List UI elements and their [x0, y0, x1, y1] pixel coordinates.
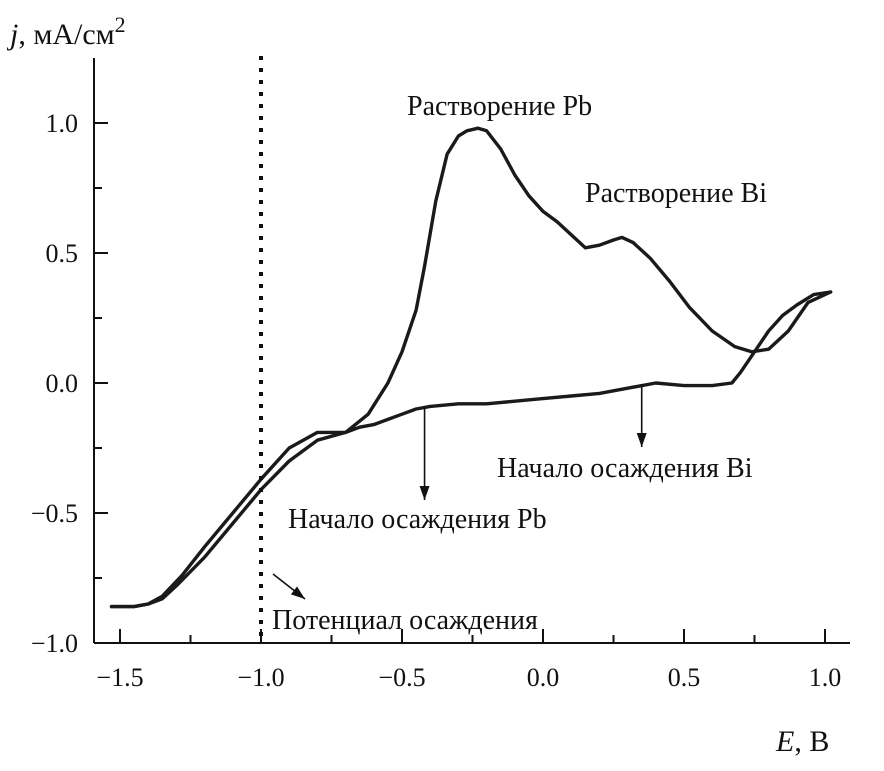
marks [259, 56, 647, 640]
y-tick-label: 0.5 [46, 239, 79, 268]
x-tick-label: 0.5 [668, 663, 701, 692]
y-axis-title-sup: 2 [115, 12, 126, 37]
deposition-potential-arrow-head [290, 586, 305, 599]
x-tick-label: 1.0 [809, 663, 842, 692]
x-axis-title-symbol: E [775, 725, 794, 758]
annotation-pb-deposition-onset: Начало осаждения Pb [288, 504, 547, 535]
y-axis-title: j, мА/см2 [6, 12, 126, 51]
annotation-pb-dissolution: Растворение Pb [407, 91, 592, 122]
y-tick-label: −0.5 [31, 499, 78, 528]
ticks: −1.5 −1.0 −0.5 0.0 0.5 1.0 −1.0 −0.5 0.0 0.5 1.0 [31, 109, 841, 692]
annotation-bi-deposition-onset: Начало осаждения Bi [497, 453, 753, 484]
annotation-deposition-potential: Потенциал осаждения [272, 605, 538, 636]
x-axis-title-unit: , В [794, 725, 829, 758]
x-tick-label: 0.0 [527, 663, 560, 692]
y-axis-title-unit: , мА/см [18, 18, 114, 51]
y-tick-label: −1.0 [31, 629, 78, 658]
cathodic-sweep-curve [109, 290, 833, 609]
x-tick-label: −1.5 [96, 663, 143, 692]
y-axis-title-symbol: j [6, 18, 18, 51]
x-tick-label: −1.0 [237, 663, 284, 692]
pb-onset-arrow-head [419, 486, 430, 500]
bi-onset-arrow-head [636, 433, 647, 447]
annotation-bi-dissolution: Растворение Bi [585, 178, 767, 209]
x-tick-label: −0.5 [378, 663, 425, 692]
y-tick-label: 1.0 [46, 109, 79, 138]
x-axis-title: E, В [775, 725, 829, 758]
y-tick-label: 0.0 [46, 369, 79, 398]
